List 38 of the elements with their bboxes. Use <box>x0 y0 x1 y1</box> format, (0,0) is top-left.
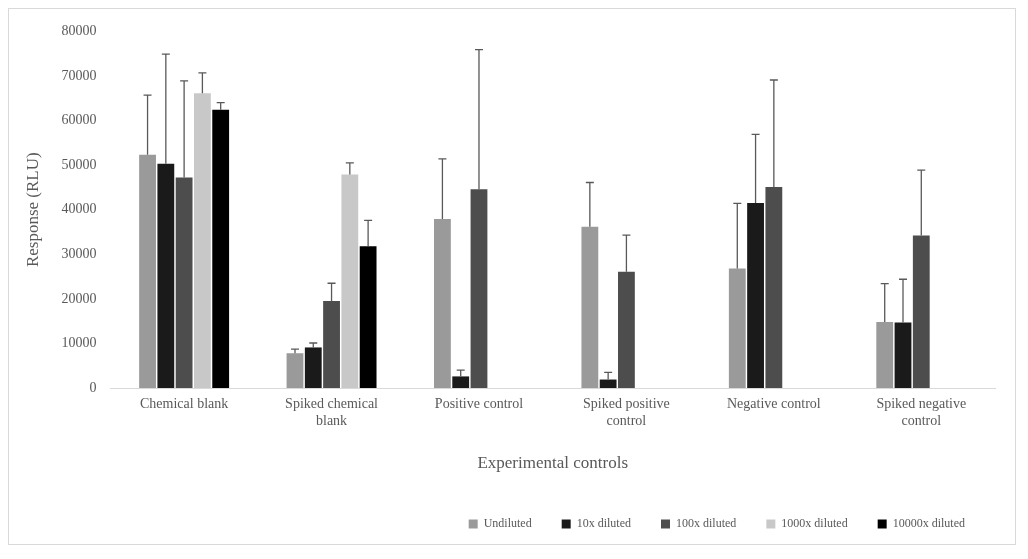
y-tick-label: 70000 <box>61 67 97 83</box>
bar <box>434 219 451 388</box>
y-tick-label: 60000 <box>61 112 97 128</box>
x-tick-label: Spiked chemical blank <box>285 396 379 428</box>
x-tick-label: Chemical blank <box>139 396 229 412</box>
x-axis-title: Experimental controls <box>477 453 628 473</box>
y-tick-label: 10000 <box>61 335 97 351</box>
y-tick-label: 0 <box>89 379 97 395</box>
y-tick-label: 80000 <box>61 23 97 39</box>
x-tick-label: Negative control <box>727 396 821 412</box>
x-tick-label: Positive control <box>434 396 524 412</box>
legend-label: 1000x diluted <box>781 516 848 531</box>
legend-label: Undiluted <box>483 516 532 531</box>
bar <box>581 226 599 388</box>
bar <box>876 322 894 388</box>
y-tick-label: 50000 <box>61 156 97 172</box>
bar <box>212 109 230 388</box>
legend-label: 10000x diluted <box>892 516 965 531</box>
y-axis-title: Response (RLU) <box>22 152 42 268</box>
y-tick-label: 30000 <box>61 245 97 261</box>
bar <box>728 268 746 388</box>
bar <box>599 379 617 388</box>
bar <box>286 353 304 388</box>
bar <box>452 376 470 388</box>
bar <box>139 154 156 388</box>
bar <box>341 174 359 388</box>
y-tick-label: 40000 <box>61 201 97 217</box>
x-tick-label: Spiked negative control <box>876 396 967 428</box>
bar <box>359 246 377 388</box>
legend-label: 100x diluted <box>676 516 737 531</box>
bar <box>193 93 211 388</box>
bar <box>304 347 322 388</box>
legend-label: 10x diluted <box>576 516 632 531</box>
bar <box>894 322 912 388</box>
x-tick-label: Spiked positive control <box>583 396 670 428</box>
y-tick-label: 20000 <box>61 290 97 306</box>
bar <box>157 163 175 388</box>
bar <box>747 203 764 388</box>
